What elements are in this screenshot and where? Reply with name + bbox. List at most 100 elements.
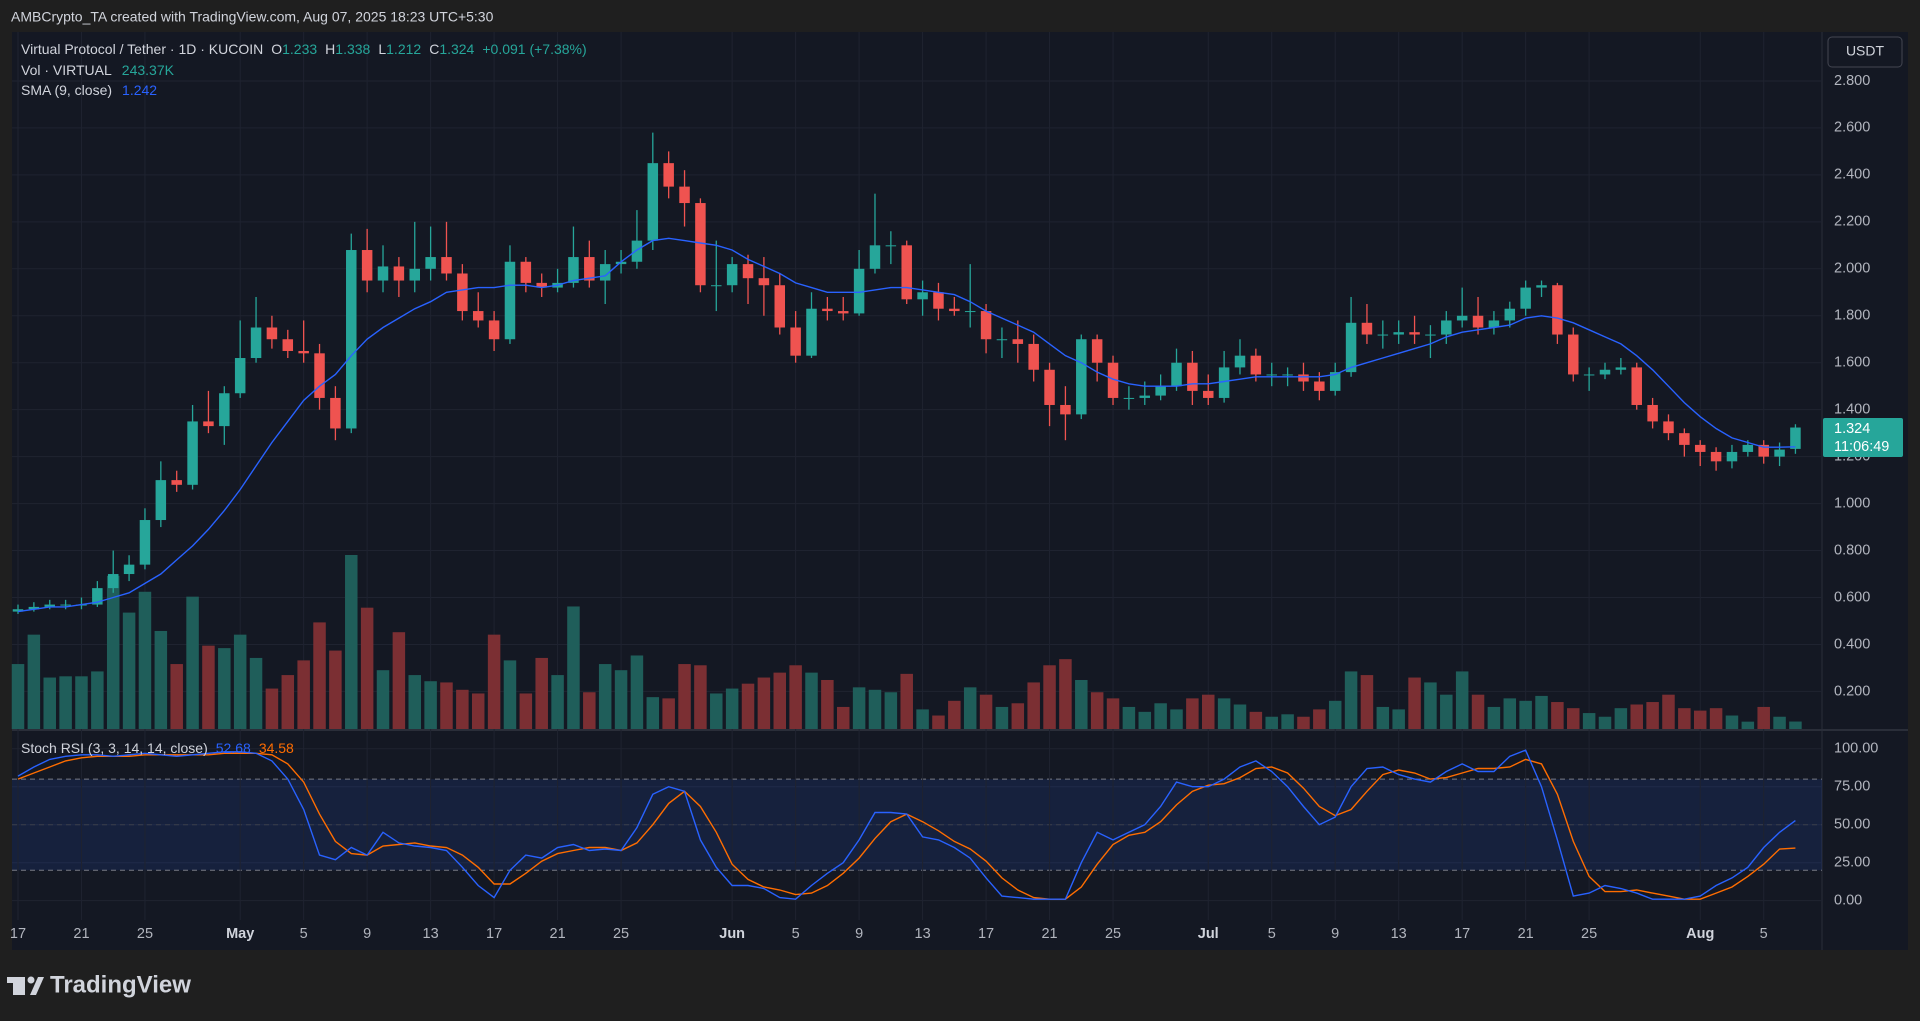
x-tick-label: 5 [1760, 926, 1768, 942]
volume-bar [1075, 679, 1088, 729]
caption: AMBCrypto_TA created with TradingView.co… [11, 9, 494, 25]
candle-body [980, 311, 992, 340]
candle-body [1282, 374, 1293, 376]
x-tick-label: 21 [73, 926, 89, 942]
h-label: H [325, 41, 335, 57]
stoch-tick-label: 50.00 [1834, 817, 1870, 833]
d-value: 34.58 [259, 740, 294, 756]
candle-body [393, 266, 405, 281]
candle-body [1266, 374, 1277, 376]
stoch-legend: Stoch RSI (3, 3, 14, 14, close) 52.68 34.5… [21, 740, 294, 756]
candle-body [203, 421, 214, 427]
y-tick-label: 2.600 [1834, 120, 1870, 136]
volume-bar [392, 632, 406, 729]
x-tick-label: Jul [1198, 926, 1219, 942]
volume-bar [868, 689, 882, 729]
volume-bar [440, 682, 453, 729]
candle-body [1536, 285, 1547, 288]
volume-bar [757, 677, 771, 729]
volume-bar [1344, 671, 1358, 729]
y-tick-label: 2.800 [1834, 73, 1870, 89]
volume-bar [345, 555, 358, 729]
candle-body [1441, 320, 1452, 335]
volume-bar [202, 645, 215, 729]
candle-body [298, 350, 309, 354]
volume-bar [218, 648, 231, 729]
candle-body [409, 268, 420, 281]
volume-bar [1598, 716, 1612, 729]
logo [7, 976, 44, 995]
x-tick-label: 25 [1105, 926, 1121, 942]
currency-button[interactable] [1827, 36, 1903, 68]
volume-bar [408, 675, 421, 729]
volume-bar [170, 664, 183, 729]
volume-bar [1709, 708, 1723, 729]
volume-bar [884, 692, 898, 729]
price-tag [1823, 418, 1903, 457]
volume-bar [1392, 709, 1405, 729]
volume-bar [519, 693, 533, 729]
candle-body [1456, 315, 1468, 321]
stoch-label: Stoch RSI (3, 3, 14, 14, close) [21, 740, 208, 756]
candle-body [441, 257, 452, 274]
y-tick-label: 1.600 [1834, 355, 1870, 371]
candle-body [1425, 334, 1436, 336]
footer [0, 950, 1920, 1021]
candle-body [1187, 362, 1198, 391]
volume-bar [614, 670, 628, 729]
candle-body [1583, 374, 1595, 376]
candle-body [330, 397, 341, 429]
volume-bar [75, 676, 88, 729]
volume-bar [1186, 698, 1199, 729]
candle-body [1377, 334, 1389, 336]
currency[interactable]: USDT [1846, 43, 1885, 59]
volume-bar [979, 694, 993, 729]
candle-body [219, 393, 230, 427]
volume-bar [1376, 706, 1390, 729]
candle-body [901, 245, 912, 300]
volume-bar [646, 697, 660, 729]
volume-bar [297, 660, 310, 729]
candle-body [1726, 451, 1738, 462]
stoch-tick-label: 100.00 [1834, 741, 1878, 757]
volume-bar [281, 675, 295, 729]
volume-bar [265, 688, 279, 729]
y-tick-label: 1.800 [1834, 308, 1870, 324]
price-tag-value: 1.324 [1834, 421, 1870, 437]
volume-bar [948, 700, 961, 729]
volume-bar [932, 715, 945, 729]
volume-bar [535, 657, 548, 729]
candle-body [346, 250, 357, 429]
volume-bar [1027, 682, 1040, 729]
candle-body [615, 261, 627, 265]
countdown: 11:06:49 [1834, 439, 1889, 455]
x-tick-label: 9 [363, 926, 371, 942]
candle-body [1155, 386, 1166, 396]
y-tick-label: 2.200 [1834, 214, 1870, 230]
volume-bar [27, 634, 41, 729]
top-bar [0, 0, 1920, 34]
candle-body [1694, 444, 1706, 452]
candle-body [1171, 362, 1182, 387]
k-value: 52.68 [216, 740, 251, 756]
candle-body [504, 261, 516, 340]
x-tick-label: 25 [1581, 926, 1597, 942]
candle-body [1488, 320, 1500, 328]
candle-body [1409, 332, 1420, 335]
candle-body [1028, 343, 1039, 370]
candle-body [60, 604, 71, 606]
volume-bar [1202, 694, 1215, 729]
candle-body [917, 292, 928, 300]
volume-bar [725, 688, 739, 729]
volume-bar [1122, 706, 1136, 729]
l-value: 1.212 [386, 41, 421, 57]
volume-bar [1678, 708, 1691, 729]
y-tick-label: 2.000 [1834, 261, 1870, 277]
y-tick-label: 2.400 [1834, 167, 1870, 183]
volume-bar [1090, 692, 1104, 729]
volume-bar [1360, 675, 1374, 729]
candle-body [1044, 369, 1055, 405]
volume-bar [773, 672, 787, 729]
x-tick-label: 5 [792, 926, 800, 942]
